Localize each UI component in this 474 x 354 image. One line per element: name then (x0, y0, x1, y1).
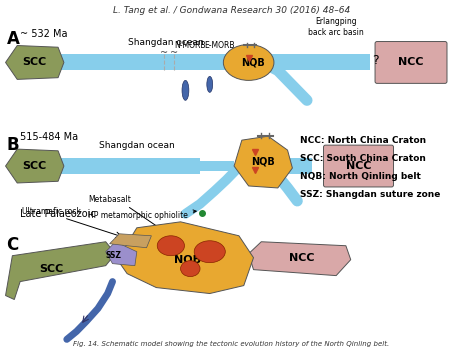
FancyBboxPatch shape (324, 145, 393, 187)
Text: C: C (7, 236, 19, 254)
Text: Shangdan ocean: Shangdan ocean (128, 38, 204, 46)
Text: SCC: SCC (23, 161, 47, 171)
Text: A: A (7, 30, 19, 47)
Polygon shape (234, 136, 292, 188)
Ellipse shape (194, 241, 225, 263)
Text: Late Palaeozoic: Late Palaeozoic (20, 209, 96, 219)
Text: SCC: SCC (23, 57, 47, 68)
Text: Metabasalt: Metabasalt (88, 195, 131, 204)
Polygon shape (6, 149, 64, 183)
Text: B: B (7, 136, 19, 154)
Text: HP metamorphic ophiolite: HP metamorphic ophiolite (88, 210, 196, 220)
Text: NCC: NCC (398, 57, 424, 68)
Text: ?: ? (372, 54, 378, 67)
Text: E-MORB: E-MORB (204, 40, 235, 50)
Ellipse shape (223, 45, 274, 80)
Text: SCC: South China Craton: SCC: South China Craton (300, 154, 426, 163)
Text: SSZ: SSZ (106, 251, 121, 260)
Text: NQB: NQB (174, 255, 201, 265)
Polygon shape (118, 222, 254, 293)
Text: SSZ: Shangdan suture zone: SSZ: Shangdan suture zone (300, 190, 440, 199)
Text: NCC: North China Craton: NCC: North China Craton (300, 136, 426, 145)
Text: Erlangping
back arc basin: Erlangping back arc basin (308, 17, 364, 36)
Polygon shape (6, 46, 64, 79)
Bar (195, 161, 234, 171)
Text: Shangdan ocean: Shangdan ocean (99, 141, 175, 150)
Text: SCC: SCC (39, 264, 64, 274)
Ellipse shape (207, 76, 213, 92)
Ellipse shape (182, 80, 189, 100)
Text: NQB: North Qinling belt: NQB: North Qinling belt (300, 172, 421, 181)
Polygon shape (6, 242, 116, 299)
Text: ~: ~ (160, 47, 168, 57)
Text: 515-484 Ma: 515-484 Ma (20, 132, 78, 142)
Ellipse shape (181, 261, 200, 276)
Polygon shape (249, 242, 351, 276)
Ellipse shape (157, 236, 184, 256)
Text: NCC: NCC (289, 253, 315, 263)
Text: L. Tang et al. / Gondwana Research 30 (2016) 48–64: L. Tang et al. / Gondwana Research 30 (2… (112, 6, 350, 15)
Text: ~: ~ (170, 47, 178, 57)
Polygon shape (109, 234, 151, 248)
Text: Ultramafic rock: Ultramafic rock (22, 207, 81, 216)
Polygon shape (106, 242, 137, 266)
FancyBboxPatch shape (375, 41, 447, 84)
Text: NCC: NCC (346, 161, 371, 171)
Text: NQB: NQB (251, 156, 275, 166)
Bar (263, 158, 312, 174)
Text: Fig. 14. Schematic model showing the tectonic evolution history of the North Qin: Fig. 14. Schematic model showing the tec… (73, 341, 389, 347)
Bar (61, 158, 200, 174)
Text: NQB: NQB (241, 57, 264, 68)
Bar (61, 55, 370, 70)
Text: ~ 532 Ma: ~ 532 Ma (20, 29, 68, 39)
Text: N-MORB: N-MORB (174, 40, 206, 50)
